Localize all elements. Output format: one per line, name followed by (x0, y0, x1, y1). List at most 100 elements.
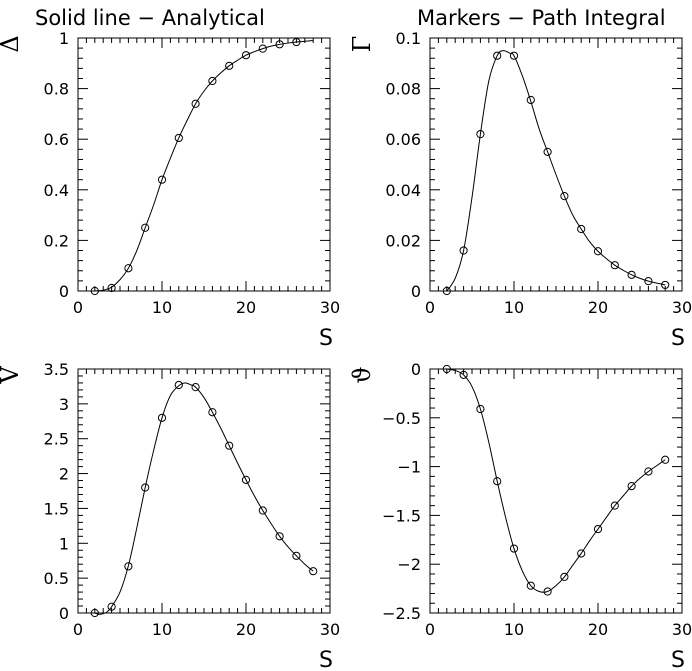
chart-theta: 0 10 20 30 −2.5 −2 −1.5 −1 −0.5 0 Sϑ (348, 360, 692, 671)
plot-frame (429, 368, 683, 614)
path-integral-marker (593, 524, 603, 534)
y-axis-label: Γ (348, 36, 376, 53)
path-integral-marker (225, 441, 234, 450)
y-tick-label: 3.5 (44, 360, 69, 379)
path-integral-marker (208, 76, 217, 86)
y-tick-label: 0.04 (385, 181, 421, 200)
path-integral-marker (644, 277, 653, 286)
path-integral-marker (208, 408, 217, 417)
x-tick-label: 0 (73, 298, 83, 317)
path-integral-marker (174, 380, 183, 390)
y-tick-label: 0 (59, 282, 69, 301)
chart-delta: 0 10 20 30 0 0.2 0.4 0.6 0.8 1 S Δ (0, 29, 340, 351)
path-integral-marker (141, 483, 150, 492)
path-integral-marker (577, 224, 586, 234)
path-integral-marker (493, 51, 502, 60)
x-tick-label: 0 (425, 298, 435, 317)
x-tick-label: 30 (320, 298, 340, 317)
path-integral-marker (661, 280, 670, 290)
x-tick-label: 30 (672, 298, 692, 317)
path-integral-marker (174, 133, 183, 143)
x-tick-label: 0 (73, 620, 83, 639)
path-integral-marker (661, 455, 670, 464)
path-integral-marker (157, 175, 167, 184)
x-tick-label: 30 (672, 620, 692, 639)
y-axis-label: Δ (0, 35, 24, 52)
path-integral-marker (627, 270, 636, 279)
y-tick-label: 1 (59, 534, 69, 553)
x-axis-label: S (671, 648, 685, 671)
y-tick-label: 0.08 (385, 80, 421, 99)
path-integral-marker (241, 475, 251, 484)
x-axis-label: S (319, 648, 333, 671)
plot-frame (77, 37, 331, 292)
path-integral-marker (275, 40, 284, 49)
path-integral-marker (526, 581, 535, 590)
analytical-curve (94, 382, 314, 615)
path-integral-marker (124, 264, 133, 273)
path-integral-marker (107, 602, 116, 611)
path-integral-marker (258, 506, 267, 515)
path-integral-marker (610, 261, 619, 270)
y-tick-label: 0.06 (385, 130, 421, 149)
path-integral-marker (241, 51, 251, 60)
panels: 010203000.20.40.60.81SΔ010203000.020.040… (0, 29, 692, 671)
path-integral-marker (509, 51, 519, 60)
analytical-curve (446, 50, 666, 292)
path-integral-marker (292, 551, 301, 560)
y-axis-label: V (0, 366, 24, 385)
path-integral-marker (543, 147, 552, 156)
y-tick-label: 0 (411, 360, 421, 379)
x-axis-label: S (319, 326, 333, 351)
x-tick-label: 10 (152, 298, 172, 317)
y-tick-label: −2 (397, 555, 421, 574)
path-integral-marker (292, 37, 301, 47)
y-tick-label: 2.5 (44, 430, 69, 449)
y-tick-label: 0.1 (396, 29, 421, 48)
y-tick-label: 0 (59, 604, 69, 623)
x-tick-label: 10 (152, 620, 172, 639)
path-integral-marker (543, 587, 552, 596)
path-integral-marker (157, 413, 167, 422)
path-integral-marker (107, 283, 116, 293)
header-left-title: Solid line − Analytical (35, 6, 265, 30)
y-tick-label: 0.02 (385, 231, 421, 250)
x-tick-label: 30 (320, 620, 340, 639)
y-axis-label: ϑ (348, 366, 376, 383)
path-integral-marker (191, 383, 200, 392)
path-integral-marker (644, 467, 653, 476)
path-integral-marker (509, 544, 519, 553)
x-tick-label: 0 (425, 620, 435, 639)
path-integral-marker (526, 95, 535, 105)
path-integral-marker (275, 532, 284, 541)
plot-frame (77, 368, 331, 614)
y-tick-label: 2 (59, 465, 69, 484)
path-integral-marker (124, 562, 133, 571)
y-tick-label: −2.5 (382, 604, 421, 623)
x-tick-label: 20 (236, 298, 256, 317)
path-integral-marker (627, 482, 636, 491)
path-integral-marker (493, 477, 502, 486)
header-right-title: Markers − Path Integral (417, 6, 666, 30)
path-integral-marker (90, 286, 99, 296)
chart-v: 0 10 20 30 0 0.5 1 1.5 2 2.5 3 3.5 S V (0, 360, 340, 671)
path-integral-marker (141, 223, 150, 232)
path-integral-marker (442, 364, 451, 374)
path-integral-marker (258, 44, 267, 53)
x-tick-label: 20 (588, 620, 608, 639)
y-tick-label: 3 (59, 395, 69, 414)
path-integral-marker (593, 247, 603, 256)
y-tick-label: −1.5 (382, 506, 421, 525)
path-integral-marker (560, 192, 569, 201)
y-tick-label: 0.6 (44, 130, 69, 149)
y-tick-label: 1.5 (44, 499, 69, 518)
y-tick-label: 0 (411, 282, 421, 301)
x-tick-label: 20 (588, 298, 608, 317)
path-integral-marker (610, 501, 619, 510)
path-integral-marker (560, 572, 569, 581)
plot-frame (429, 37, 683, 292)
y-tick-label: 1 (59, 29, 69, 48)
chart-gamma: 0 10 20 30 0 0.02 0.04 0.06 0.08 0.1 S Γ (348, 29, 692, 351)
analytical-curve (94, 40, 314, 292)
y-tick-label: 0.2 (44, 231, 69, 250)
